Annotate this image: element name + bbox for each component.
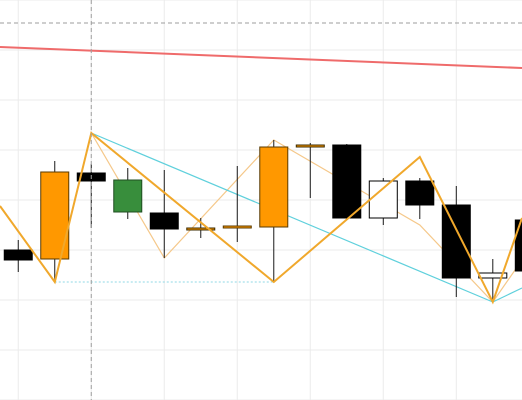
candle[interactable] [149, 170, 179, 258]
zigzag-lines [0, 131, 522, 305]
candle[interactable] [3, 240, 33, 272]
cyan-trend-line [91, 132, 494, 303]
candle-body [113, 179, 143, 213]
cyan-trend-line [492, 287, 522, 303]
candles-layer[interactable] [3, 140, 522, 302]
candle[interactable] [113, 168, 143, 219]
candle[interactable] [405, 178, 435, 219]
candle-body [405, 180, 435, 206]
candle-body [441, 204, 471, 279]
candle-body [368, 180, 398, 219]
candle[interactable] [40, 161, 70, 282]
candle-body [3, 249, 33, 261]
red-trend-line [0, 46, 522, 69]
candle[interactable] [332, 144, 362, 219]
zigzag-main-line [0, 131, 522, 305]
candle-body [222, 225, 252, 229]
candle[interactable] [441, 186, 471, 297]
candle-body [259, 146, 289, 228]
candle-body [332, 144, 362, 219]
candle-body [186, 227, 216, 231]
candle[interactable] [368, 178, 398, 225]
candle-body [295, 144, 325, 148]
candle[interactable] [186, 218, 216, 238]
candle[interactable] [222, 166, 252, 242]
candle[interactable] [259, 140, 289, 282]
candle[interactable] [514, 180, 522, 273]
candle-body [514, 219, 522, 272]
candle[interactable] [295, 143, 325, 198]
candle-body [149, 212, 179, 230]
